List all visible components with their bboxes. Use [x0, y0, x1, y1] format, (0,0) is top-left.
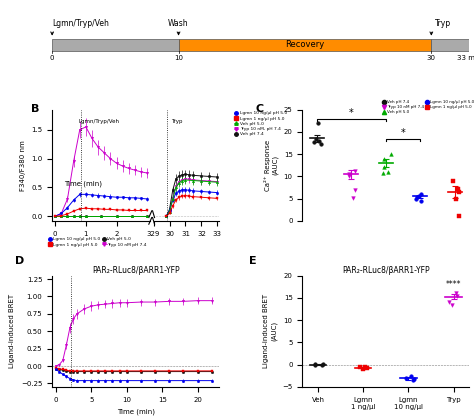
Point [360, 366, 367, 372]
Point [345, 173, 353, 180]
Title: PAR₂-RLuc8/βARR1-YFP: PAR₂-RLuc8/βARR1-YFP [342, 266, 429, 275]
Y-axis label: F340/F380 nm: F340/F380 nm [19, 140, 26, 191]
Point [346, 171, 353, 178]
Point [311, 362, 319, 368]
Point [381, 155, 388, 162]
Text: B: B [30, 104, 39, 114]
Text: Tryp: Tryp [171, 119, 182, 124]
Point [455, 212, 463, 219]
Legend: Lgmn 10 ng/μl pH 5.0, Lgmn 1 ng/μl pH 5.0, Veh pH 5.0, Tryp 10 nM pH 7.4: Lgmn 10 ng/μl pH 5.0, Lgmn 1 ng/μl pH 5.… [46, 235, 149, 248]
Text: Recovery: Recovery [285, 40, 325, 50]
Y-axis label: Ca²⁺ Response
(AUC): Ca²⁺ Response (AUC) [264, 140, 278, 191]
Text: *: * [349, 108, 354, 118]
Text: 0: 0 [50, 55, 55, 61]
Point [387, 151, 394, 157]
Point [312, 135, 319, 142]
Text: 33 min: 33 min [457, 55, 474, 61]
Text: Tryp: Tryp [435, 20, 451, 28]
Point [448, 301, 456, 308]
Text: Wash: Wash [168, 20, 189, 28]
Point [381, 164, 388, 171]
Point [319, 361, 326, 368]
Bar [179, 39, 431, 51]
Bar [431, 39, 469, 51]
Text: 10: 10 [174, 55, 183, 61]
Text: 30: 30 [427, 55, 436, 61]
Point [417, 191, 425, 198]
Title: PAR₂-RLuc8/βARR1-YFP: PAR₂-RLuc8/βARR1-YFP [92, 266, 179, 275]
Legend: Veh pH 7.4, Tryp 10 nM pH 7.4, Veh pH 5.0, Lgmn 10 ng/μl pH 5.0, Lgmn 1 ng/μl pH: Veh pH 7.4, Tryp 10 nM pH 7.4, Veh pH 5.… [381, 98, 474, 116]
Point [455, 188, 463, 195]
Point [455, 186, 462, 192]
Text: *: * [401, 128, 405, 138]
Point [361, 364, 369, 370]
Point [408, 372, 415, 379]
Point [379, 169, 387, 176]
Point [311, 361, 319, 368]
Point [454, 292, 461, 299]
Legend: Lgmn 10 ng/μl pH 5.0, Lgmn 1 ng/μl pH 5.0, Veh pH 5.0, Tryp 10 nM, pH 7.4, Veh p: Lgmn 10 ng/μl pH 5.0, Lgmn 1 ng/μl pH 5.… [232, 109, 289, 138]
Point [384, 168, 392, 175]
Text: Lgmn/Tryp/Veh: Lgmn/Tryp/Veh [79, 119, 120, 124]
Text: Lgmn/Tryp/Veh: Lgmn/Tryp/Veh [52, 20, 109, 28]
Bar [52, 39, 179, 51]
Point [356, 364, 364, 370]
Point [315, 137, 323, 144]
Point [351, 186, 359, 193]
Point [314, 120, 322, 126]
Point [413, 194, 421, 201]
Text: ****: **** [446, 280, 461, 290]
Point [319, 361, 327, 368]
Point [410, 377, 417, 384]
Point [410, 376, 418, 382]
Point [412, 195, 420, 202]
Point [417, 198, 424, 204]
Y-axis label: Ligand-induced BRET
(AUC): Ligand-induced BRET (AUC) [264, 294, 277, 368]
Text: C: C [255, 104, 264, 114]
Point [352, 168, 359, 174]
Point [364, 365, 371, 371]
Point [452, 290, 460, 297]
Point [452, 195, 459, 202]
Point [318, 141, 325, 148]
Point [446, 299, 453, 306]
Point [349, 194, 357, 201]
Point [416, 193, 423, 200]
Y-axis label: Ligand-induced BRET: Ligand-induced BRET [9, 294, 16, 368]
Text: D: D [16, 255, 25, 265]
Text: E: E [249, 255, 256, 265]
Text: Time (min): Time (min) [64, 181, 102, 188]
Point [310, 139, 318, 145]
Point [449, 178, 457, 184]
X-axis label: Time (min): Time (min) [117, 408, 155, 415]
Point [402, 375, 410, 381]
